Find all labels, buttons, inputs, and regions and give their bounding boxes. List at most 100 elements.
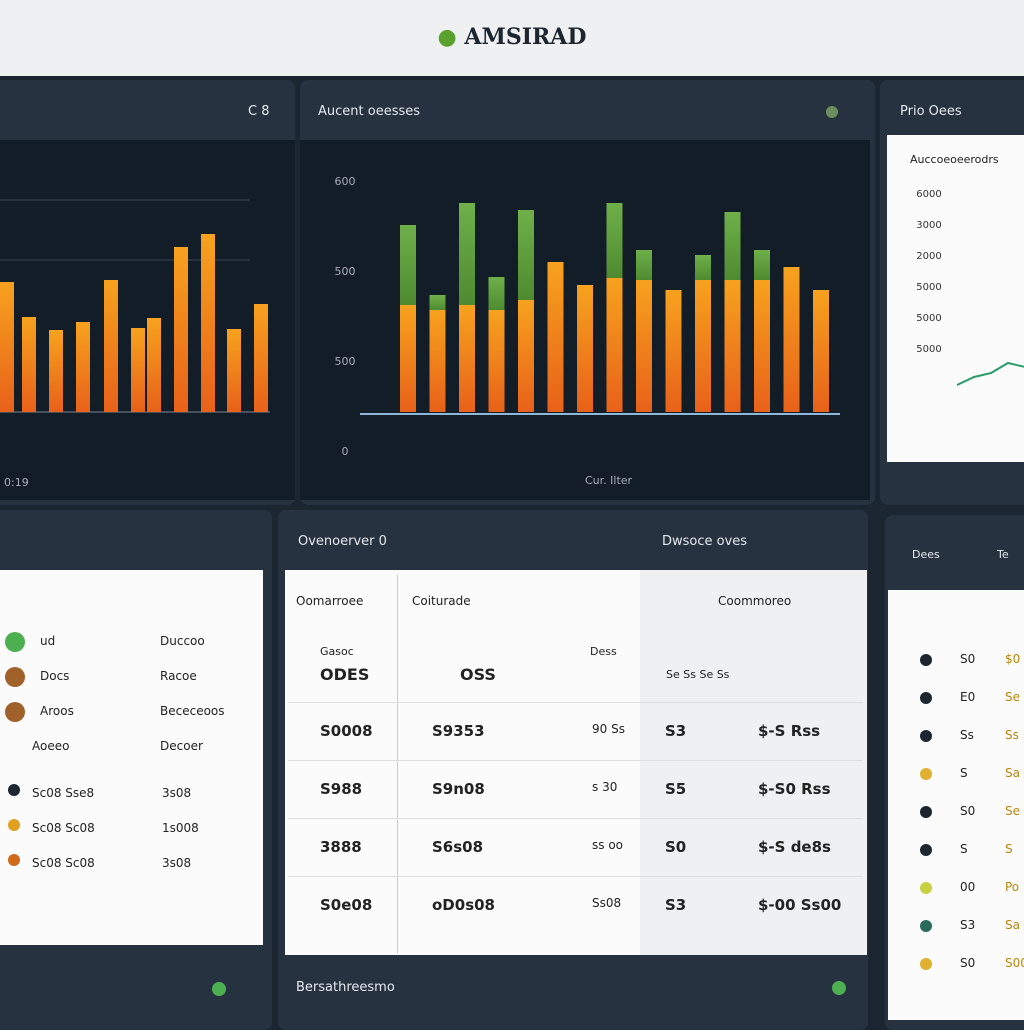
y-tick-label: 3000 [916,220,941,231]
y-tick-label: 5000 [916,313,941,324]
bar-segment [459,305,475,412]
y-tick-label: 500 [335,355,356,368]
cell: 90 Ss [592,722,625,736]
legend-dot [5,702,25,722]
list-cell: Sa [1005,766,1020,780]
row-divider [288,702,863,703]
legend-dot [5,667,25,687]
bar [49,330,63,412]
chart-title: Auccoeoeerodrs [910,153,999,166]
prio-chart: 6000 3000 2000 5000 5000 5000 [916,189,1024,386]
list-cell: Se [1005,804,1020,818]
legend-label: Aoeeo [32,739,70,753]
list-header: Dees [912,548,940,561]
bar-segment [754,280,770,412]
axis-label: 0:19 [4,476,29,489]
legend-dot [5,632,25,652]
cell: s 30 [592,780,618,794]
list-cell: Ss [1005,728,1019,742]
y-tick-label: 5000 [916,344,941,355]
cell: $-00 Ss00 [758,896,842,914]
chart-area [887,135,1024,462]
list-dot [920,806,932,818]
y-tick-label: 6000 [916,189,941,200]
bar [254,304,268,412]
bar [22,317,36,412]
legend-dot [8,819,20,831]
list-cell: Ss [960,728,974,742]
bar-segment [400,225,416,305]
bar-segment [606,278,623,412]
legend-label: ud [40,634,56,648]
panel-title: Ovenoerver 0 [298,534,387,549]
legend-area [0,570,263,945]
bar-segment [518,300,534,412]
legend-value: 1s008 [162,821,199,835]
status-dot [826,106,838,118]
cell: S9353 [432,722,485,740]
bar-segment [754,250,770,280]
audit-chart: 600 500 500 0 [335,175,840,458]
list-cell: Sa [1005,918,1020,932]
bar [131,328,145,412]
list-cell: $0 [1005,652,1021,666]
legend-value: Decoer [160,739,203,753]
list-cell: S [1005,842,1013,856]
status-dot [212,982,226,996]
logo-text: AMSIRAD [464,24,587,50]
legend-value: Bececeoos [160,704,225,718]
list-cell: S0 [960,956,976,970]
bar-segment [429,295,446,310]
bar-segment [665,290,682,412]
list-cell: S00 [1005,956,1024,970]
column-header: Coommoreo [718,594,792,608]
cell: S0 [665,838,687,856]
list-dot [920,768,932,780]
list-cell: S [960,766,968,780]
list-cell: S [960,842,968,856]
cell: S5 [665,780,687,798]
panel-title: C 8 [248,104,270,119]
bar-segment [695,255,711,280]
list-cell: 00 [960,880,976,894]
bar-segment [488,310,505,412]
list-dot [920,958,932,970]
list-dot [920,844,932,856]
status-dot [832,981,846,995]
sub-header: OSS [460,665,496,684]
table-section [640,570,867,955]
list-cell: S0 [960,652,976,666]
bar-segment [429,310,446,412]
bar [0,282,14,412]
bar-segment [724,212,741,280]
y-tick-label: 2000 [916,251,941,262]
divider [397,575,398,953]
legend-value: 3s08 [162,786,192,800]
y-tick-label: 500 [335,265,356,278]
bar-segment [488,277,505,310]
bar-segment [459,203,475,305]
panel-subtitle: Dwsoce oves [662,534,748,549]
sub-header: Dess [590,645,617,658]
cell: $-S de8s [758,838,831,856]
bar-segment [636,250,652,280]
column-header: Oomarroee [296,594,364,608]
list-dot [920,692,932,704]
bar-segment [695,280,711,412]
bar [201,234,215,412]
legend-label: Aroos [40,704,74,718]
logo: ● AMSIRAD [437,24,587,50]
axis-label: Cur. Ilter [585,474,633,487]
cell: $-S Rss [758,722,821,740]
panel-title: Prio Oees [900,104,962,119]
bar-segment [577,285,593,412]
sub-header: Gasoc [320,645,354,658]
list-dot [920,920,932,932]
bar-segment [813,290,829,412]
sub-header: Se Ss Se Ss [666,668,730,681]
y-tick-label: 600 [335,175,356,188]
cell: S3 [665,722,687,740]
list-cell: Po [1005,880,1020,894]
cell: S6s08 [432,838,484,856]
